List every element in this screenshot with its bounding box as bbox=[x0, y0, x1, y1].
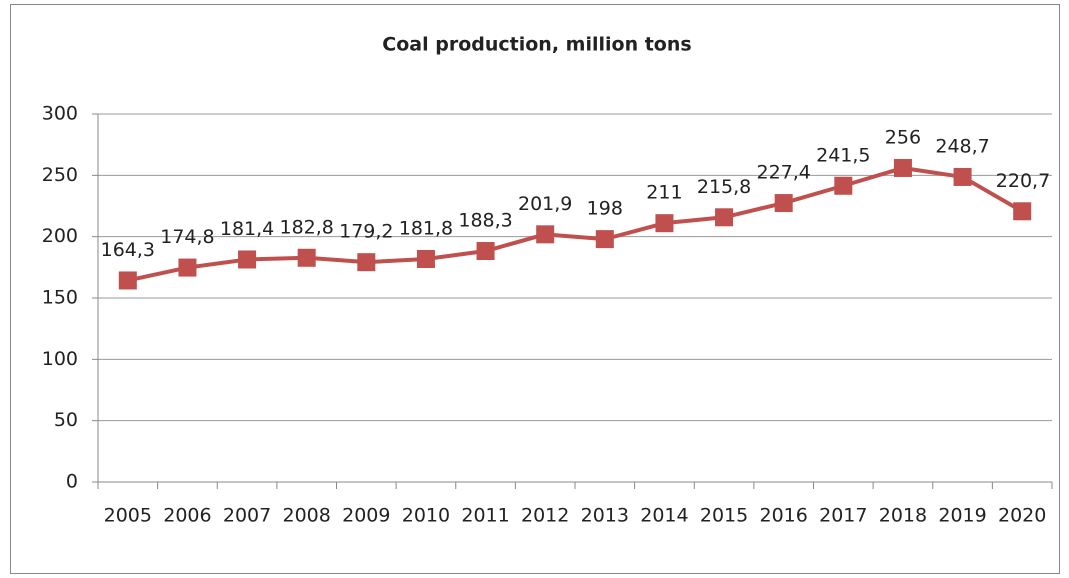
point-marker bbox=[834, 176, 853, 195]
y-tick-label: 50 bbox=[54, 409, 78, 431]
x-tick-label: 2016 bbox=[760, 505, 808, 527]
x-tick-label: 2011 bbox=[461, 505, 509, 527]
data-label: 182,8 bbox=[279, 216, 333, 238]
x-tick-label: 2010 bbox=[402, 505, 450, 527]
x-tick-label: 2018 bbox=[879, 505, 927, 527]
point-marker bbox=[595, 230, 614, 249]
point-marker bbox=[536, 225, 555, 244]
data-label: 211 bbox=[646, 182, 682, 204]
point-marker bbox=[953, 167, 972, 186]
data-label: 181,4 bbox=[220, 218, 274, 240]
point-marker bbox=[715, 208, 734, 227]
data-label: 241,5 bbox=[816, 144, 870, 166]
data-label: 248,7 bbox=[935, 135, 989, 157]
data-label: 179,2 bbox=[339, 221, 393, 243]
point-marker bbox=[476, 242, 495, 261]
point-marker bbox=[178, 258, 197, 277]
data-label: 256 bbox=[885, 126, 921, 148]
series-line bbox=[127, 165, 1024, 283]
x-tick-label: 2015 bbox=[700, 505, 748, 527]
chart-frame bbox=[10, 4, 1060, 574]
x-tick-label: 2012 bbox=[521, 505, 569, 527]
data-label: 188,3 bbox=[458, 210, 512, 232]
y-tick-label: 200 bbox=[42, 225, 78, 247]
point-marker bbox=[1013, 202, 1032, 221]
data-label: 201,9 bbox=[518, 193, 572, 215]
point-marker bbox=[297, 248, 316, 267]
point-marker bbox=[416, 249, 435, 268]
x-tick-label: 2019 bbox=[938, 505, 986, 527]
x-tick-label: 2009 bbox=[342, 505, 390, 527]
data-label: 227,4 bbox=[756, 162, 810, 184]
x-tick-label: 2013 bbox=[581, 505, 629, 527]
chart-title: Coal production, million tons bbox=[382, 34, 691, 56]
data-label: 174,8 bbox=[160, 226, 214, 248]
data-label: 164,3 bbox=[101, 239, 155, 261]
point-marker bbox=[238, 250, 257, 269]
y-tick-label: 0 bbox=[66, 471, 78, 493]
data-label: 181,8 bbox=[399, 217, 453, 239]
x-tick-label: 2017 bbox=[819, 505, 867, 527]
point-marker bbox=[655, 214, 674, 233]
y-tick-label: 250 bbox=[42, 164, 78, 186]
y-tick-label: 100 bbox=[42, 348, 78, 370]
data-label: 220,7 bbox=[996, 170, 1050, 192]
data-label: 198 bbox=[587, 198, 623, 220]
x-tick-label: 2007 bbox=[223, 505, 271, 527]
point-marker bbox=[774, 194, 793, 213]
x-tick-label: 2014 bbox=[640, 505, 688, 527]
y-tick-label: 300 bbox=[42, 103, 78, 125]
x-tick-label: 2008 bbox=[283, 505, 331, 527]
point-marker bbox=[118, 271, 137, 290]
point-marker bbox=[357, 253, 376, 272]
y-tick-label: 150 bbox=[42, 287, 78, 309]
x-tick-label: 2006 bbox=[163, 505, 211, 527]
x-tick-label: 2020 bbox=[998, 505, 1046, 527]
x-tick-label: 2005 bbox=[104, 505, 152, 527]
data-label: 215,8 bbox=[697, 176, 751, 198]
point-marker bbox=[893, 158, 912, 177]
